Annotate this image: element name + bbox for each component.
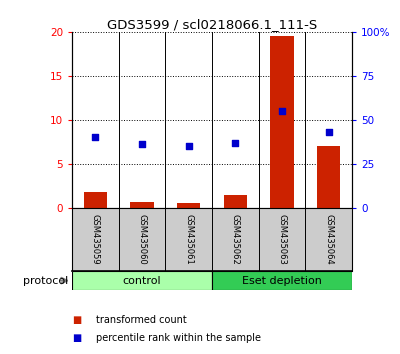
Bar [212,271,352,290]
Bar [270,36,294,208]
Bar [224,195,247,208]
Text: GSM435063: GSM435063 [278,214,286,265]
Text: ■: ■ [72,315,81,325]
Text: GSM435061: GSM435061 [184,214,193,265]
Text: Eset depletion: Eset depletion [242,276,322,286]
Text: transformed count: transformed count [96,315,187,325]
Text: GSM435064: GSM435064 [324,214,333,265]
Bar [317,146,340,208]
Text: GSM435060: GSM435060 [138,214,146,265]
Bar [72,271,212,290]
Point [139,142,145,147]
Text: protocol: protocol [23,276,68,286]
Title: GDS3599 / scl0218066.1_111-S: GDS3599 / scl0218066.1_111-S [107,18,317,31]
Point [326,129,332,135]
Text: percentile rank within the sample: percentile rank within the sample [96,333,261,343]
Bar [177,203,200,208]
Bar [84,192,107,208]
Point [92,135,98,140]
Text: GSM435062: GSM435062 [231,214,240,265]
Bar [130,202,154,208]
Point [232,140,238,145]
Point [279,108,285,114]
Text: GSM435059: GSM435059 [91,214,100,264]
Point [186,143,192,149]
Text: ■: ■ [72,333,81,343]
Text: control: control [123,276,161,286]
